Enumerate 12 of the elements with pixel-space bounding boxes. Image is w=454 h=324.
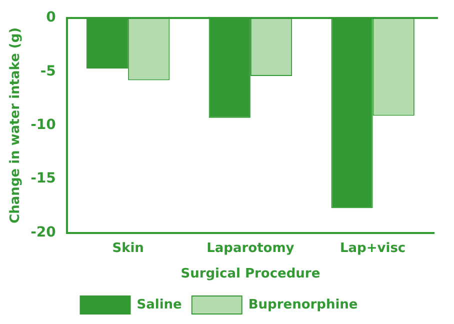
legend-label: Buprenorphine [248, 297, 358, 312]
x-axis-title: Surgical Procedure [180, 266, 320, 282]
y-tick-label: -15 [30, 170, 56, 187]
x-tick-label: Laparotomy [206, 240, 295, 256]
x-tick-label: Lap+visc [340, 240, 406, 256]
y-tick-label: -5 [40, 63, 56, 80]
x-tick-label: Skin [112, 240, 144, 256]
y-tick-label: 0 [46, 10, 56, 26]
y-tick-label: -20 [30, 224, 56, 240]
y-axis-title: Change in water intake (g) [8, 27, 24, 224]
y-tick-label: -10 [30, 117, 56, 134]
legend-label: Saline [136, 297, 182, 312]
